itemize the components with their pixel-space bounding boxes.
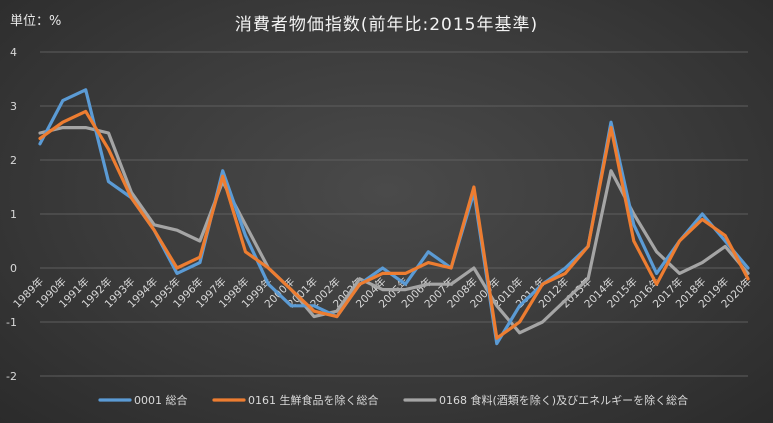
y-tick-label: 0 [10,262,17,275]
y-axis-ticks: 4 3 2 1 0 -1 -2 [6,46,17,383]
y-tick-label: -2 [6,370,17,383]
y-tick-label: 4 [10,46,17,59]
unit-label: 単位：% [10,14,62,29]
y-tick-label: 1 [10,208,17,221]
y-tick-label: 2 [10,154,17,167]
legend: 0001 総合 0161 生鮮食品を除く総合 0168 食料(酒類を除く)及びエネル… [98,393,688,407]
legend-label: 0001 総合 [134,393,188,407]
chart-title: 消費者物価指数(前年比:2015年基準) [234,15,539,35]
legend-label: 0161 生鮮食品を除く総合 [248,393,379,407]
gridlines [40,51,748,377]
y-tick-label: 3 [10,100,17,113]
y-tick-label: -1 [6,316,17,329]
series-lines [38,88,750,346]
legend-label: 0168 食料(酒類を除く)及びエネルギーを除く総合 [439,393,688,407]
series-line-1 [38,109,750,340]
x-axis-ticks: 1989年1990年1991年1992年1993年1994年1995年1996年… [11,275,755,311]
